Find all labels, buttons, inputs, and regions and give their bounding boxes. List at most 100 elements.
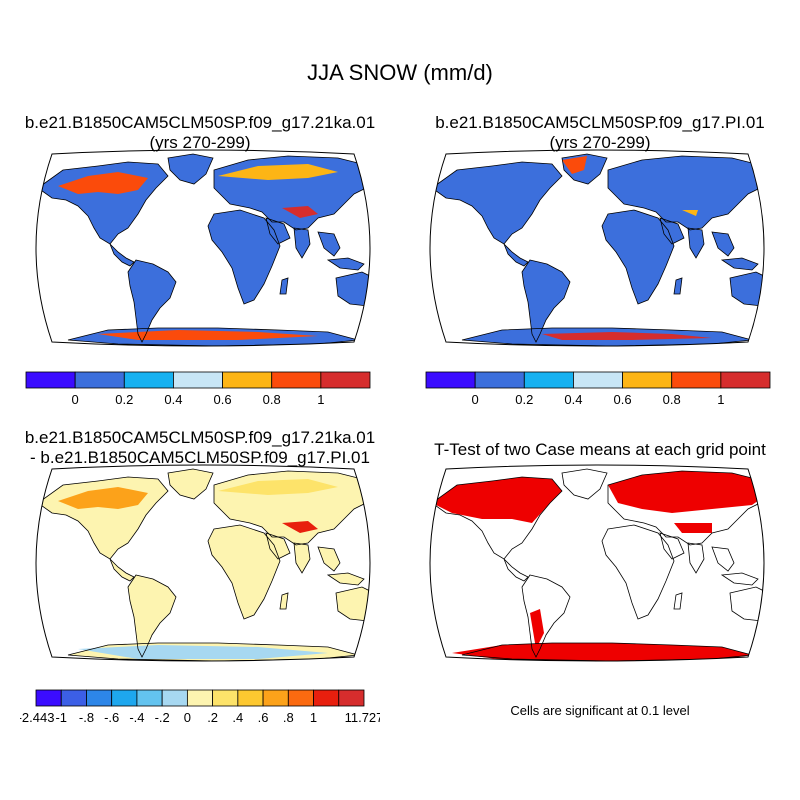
madagascar-coastline [673,277,683,295]
snow-region-4 [98,330,318,340]
indonesia-coastline [326,257,365,271]
panel-2-title-line1: b.e21.B1850CAM5CLM50SP.f09_g17.PI.01 [435,113,765,132]
southAmerica-coastline [521,574,571,658]
australia-coastline [335,586,370,622]
map-panel-4 [429,464,765,662]
india-coastline [293,227,311,259]
seAsia-land-fill [318,232,340,256]
eurasia-coastline [213,155,370,231]
colorbar-box-3 [86,689,113,707]
colorbar-label-11: .8 [283,710,294,725]
colorbar-box-10 [262,689,289,707]
panel-3-title-line1: b.e21.B1850CAM5CLM50SP.f09_g17.21ka.01 [24,428,376,447]
australia-coastline [335,271,370,307]
northAmerica-coastline [431,161,563,245]
northAmerica-coastline [37,161,169,245]
india-coastline [293,542,311,574]
australia-land-fill [336,272,370,306]
australia-coastline [729,271,764,307]
australia-land-fill [730,587,764,621]
colorbar-label-2: -1 [55,710,67,725]
colorbar-label-3: 0.4 [164,392,182,407]
colorbar-label-4: 0.6 [614,392,632,407]
greenland-land-fill [562,469,607,499]
map-frame [35,464,371,662]
seAsia-coastline [711,546,735,572]
greenland-coastline [167,153,214,185]
colorbar-label-4: -.6 [104,710,119,725]
colorbar-box-4 [111,689,138,707]
antarctica-coastline [67,327,359,346]
colorbar-label-6: 1 [317,392,324,407]
colorbar-box-2 [60,689,87,707]
colorbar-label-5: 0.8 [663,392,681,407]
arabia-coastline [265,217,291,245]
india-coastline [687,227,705,259]
colorbar-label-6: -.2 [155,710,170,725]
snow-region-2 [218,164,338,180]
australia-land-fill [336,587,370,621]
southAmerica-coastline [127,259,177,343]
panel-1-title-line2: (yrs 270-299) [149,133,251,152]
australia-land-fill [730,272,764,306]
colorbar-box-5 [222,371,273,389]
indonesia-coastline [720,257,759,271]
map-panel-2 [429,149,765,347]
snow-region-5 [452,643,752,661]
seAsia-coastline [711,231,735,257]
colorbar-3: -2.443 -1 -.8 -.6 -.4 -.2 0 .2 .4 .6 .8 1 11.727 [20,689,380,725]
colorbar-label-13: 11.727 [345,710,380,725]
colorbar-box-2 [74,371,125,389]
map-panel-3 [35,464,371,662]
africa-land-fill [602,525,674,619]
colorbar-box-1 [35,689,62,707]
seAsia-coastline [317,546,341,572]
seAsia-land-fill [712,547,734,571]
colorbar-label-12: 1 [310,710,317,725]
eurasia-coastline [607,470,764,546]
colorbar-label-1: 0 [472,392,479,407]
northAmerica-coastline [431,476,563,560]
snow-region-4 [530,609,544,649]
panel-3-title: b.e21.B1850CAM5CLM50SP.f09_g17.21ka.01 -… [0,428,400,468]
antarctica-coastline [67,642,359,661]
greenland-land-fill [168,469,213,499]
greenland-coastline [167,468,214,500]
colorbar-label-3: -.8 [79,710,94,725]
panel-2-title: b.e21.B1850CAM5CLM50SP.f09_g17.PI.01 (yr… [400,113,800,153]
southAmerica-land-fill [128,575,176,657]
colorbar-box-6 [671,371,722,389]
colorbar-box-4 [173,371,223,389]
colorbar-box-3 [523,371,574,389]
india-coastline [687,542,705,574]
arabia-coastline [659,532,685,560]
colorbar-box-3 [123,371,174,389]
panel-1-title: b.e21.B1850CAM5CLM50SP.f09_g17.21ka.01 (… [0,113,400,153]
madagascar-coastline [673,592,683,610]
africa-land-fill [208,525,280,619]
panel-2-title-line2: (yrs 270-299) [549,133,651,152]
greenland-land-fill [168,154,213,184]
centralAmerica-coastline [503,243,529,267]
madagascar-coastline [279,592,289,610]
snow-region-1 [432,477,562,523]
indonesia-coastline [326,572,365,586]
colorbar-label-5: 0.8 [263,392,281,407]
southAmerica-coastline [127,574,177,658]
antarctica-coastline [461,642,753,661]
colorbar-label-9: .4 [232,710,243,725]
africa-land-fill [602,210,674,304]
colorbar-label-6: 1 [717,392,724,407]
eurasia-coastline [213,470,370,546]
southAmerica-land-fill [522,260,570,342]
antarctica-coastline [461,327,753,346]
colorbar-box-9 [237,689,264,707]
panel-4-title: T-Test of two Case means at each grid po… [400,440,800,460]
snow-region-3 [542,332,712,340]
snow-region-1 [58,172,148,194]
colorbar-box-7 [320,371,371,389]
southAmerica-land-fill [128,260,176,342]
colorbar-box-7 [186,689,214,707]
colorbar-1: 0 0.2 0.4 0.6 0.8 1 [25,371,371,407]
seAsia-land-fill [318,547,340,571]
